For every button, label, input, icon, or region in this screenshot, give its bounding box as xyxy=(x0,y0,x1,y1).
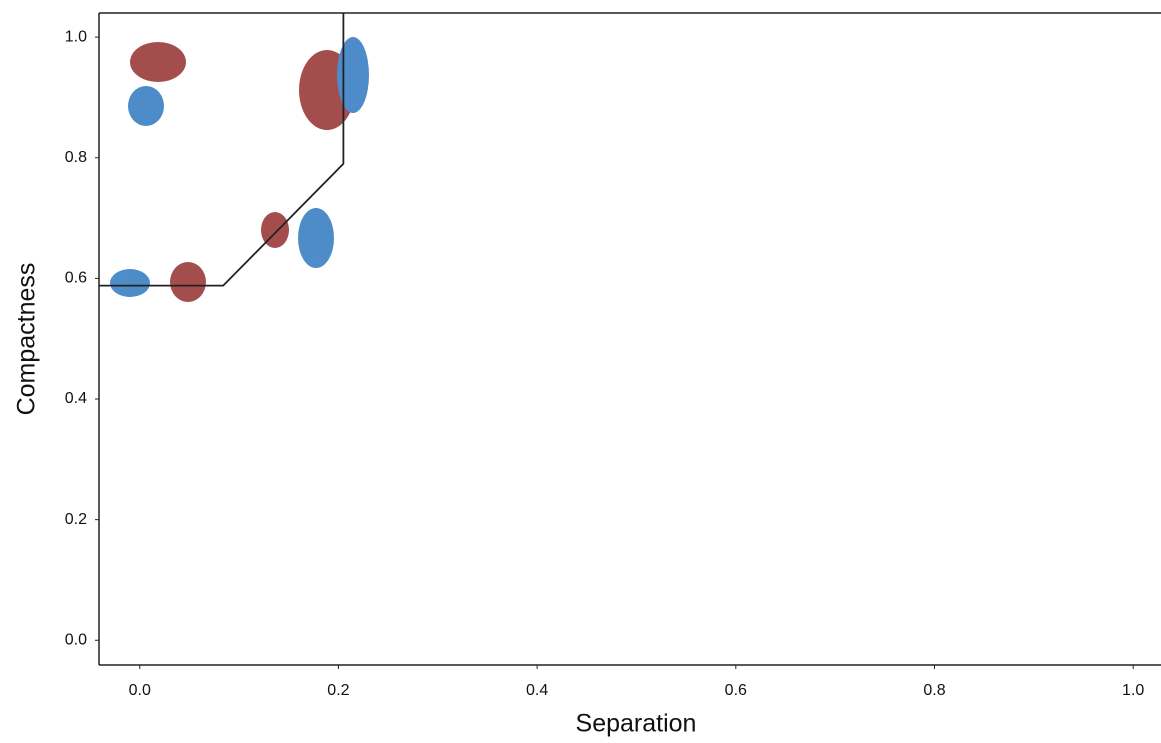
x-tick-label: 0.2 xyxy=(327,682,349,699)
protein-blue xyxy=(110,37,369,297)
y-tick-label: 0.0 xyxy=(65,631,87,648)
protein-structures xyxy=(110,37,369,302)
y-tick-label: 0.6 xyxy=(65,270,87,287)
x-tick-label: 0.4 xyxy=(526,682,548,699)
x-axis-label: Separation xyxy=(576,710,697,738)
y-tick-label: 0.8 xyxy=(65,149,87,166)
x-tick-label: 0.0 xyxy=(129,682,151,699)
y-tick-label: 1.0 xyxy=(65,28,87,45)
y-tick-label: 0.2 xyxy=(65,511,87,528)
y-axis-label: Compactness xyxy=(13,263,41,416)
y-tick-label: 0.4 xyxy=(65,390,87,407)
x-tick-label: 0.8 xyxy=(923,682,945,699)
x-tick-label: 1.0 xyxy=(1122,682,1144,699)
boundary-line xyxy=(99,13,345,287)
x-tick-label: 0.6 xyxy=(725,682,747,699)
